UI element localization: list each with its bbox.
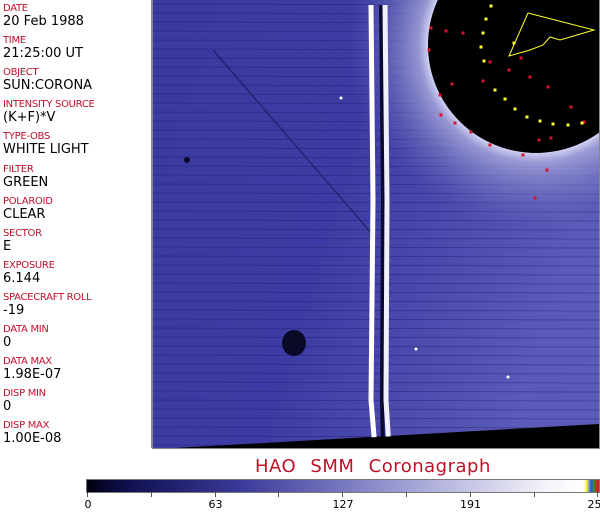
field-label: TYPE-OBS [3, 131, 50, 143]
overlay-marker-yellow [525, 115, 529, 119]
field-label: POLAROID [3, 195, 53, 207]
colorbar-tick [533, 492, 535, 497]
overlay-marker-yellow [482, 59, 486, 63]
overlay-marker-yellow [479, 45, 483, 49]
overlay-marker-red [519, 56, 523, 60]
field-label: DATA MIN [3, 324, 49, 335]
overlay-marker-yellow [493, 88, 497, 92]
field-value: SUN:CORONA [3, 78, 93, 94]
overlay-marker-red [444, 29, 448, 33]
overlay-marker-red [429, 26, 433, 30]
field-value: 6.144 [3, 270, 41, 286]
field-label: DISP MIN [3, 388, 46, 400]
field-label: DISP MAX [3, 420, 50, 432]
overlay-marker-red [533, 196, 537, 200]
colorbar-tick [278, 492, 280, 497]
field-value: CLEAR [3, 206, 46, 222]
overlay-marker-red [528, 75, 532, 79]
overlay-marker-yellow [489, 4, 493, 8]
field-value: -19 [3, 302, 25, 318]
overlay-marker-red [427, 48, 431, 52]
overlay-marker-red [439, 113, 443, 117]
overlay-marker-red [546, 85, 550, 89]
coronagraph-image [152, 0, 600, 449]
overlay-marker-yellow [551, 122, 555, 126]
overlay-marker-yellow [513, 107, 517, 111]
header-info-panel: DATE 20 Feb 1988 TIME 21:25:00 UT OBJECT S… [0, 0, 152, 448]
overlay-marker-red [469, 130, 473, 134]
colorbar-tick-label: 0 [84, 498, 92, 511]
field-value: 20 Feb 1988 [3, 14, 84, 29]
overlay-marker-red [453, 121, 457, 125]
field-label: OBJECT [3, 67, 39, 79]
overlay-marker-red [537, 138, 541, 142]
field-value: GREEN [3, 174, 49, 190]
overlay-marker-yellow [512, 41, 516, 45]
overlay-marker-red [549, 136, 553, 140]
field-label: DATA MAX [3, 356, 52, 368]
overlay-marker-red [461, 31, 465, 35]
colorbar-tick [469, 492, 471, 497]
overlay-marker-red [507, 68, 511, 72]
field-value: WHITE LIGHT [3, 142, 89, 158]
overlay-marker-red [481, 79, 485, 83]
overlay-marker-red [488, 60, 492, 64]
field-label: EXPOSURE [3, 259, 55, 271]
field-value: 1.00E-08 [3, 431, 62, 447]
overlay-marker-yellow [484, 17, 488, 21]
field-value: (K+F)*V [3, 110, 56, 126]
field-value: 1.98E-07 [3, 367, 62, 383]
overlay-marker-red [438, 93, 442, 97]
colorbar-tick-label: 63 [208, 498, 223, 511]
field-label: FILTER [3, 163, 34, 175]
overlay-marker-yellow [538, 119, 542, 123]
field-value: 0 [3, 399, 12, 415]
plot-title: HAO SMM Coronagraph [255, 456, 491, 477]
colorbar-tick [87, 492, 88, 497]
colorbar-tick-label: 191 [460, 498, 481, 511]
colorbar-tick [150, 492, 152, 497]
field-label: SECTOR [3, 227, 42, 239]
colorbar-tick [214, 492, 216, 497]
colorbar-tick [597, 492, 599, 497]
colorbar [86, 479, 600, 493]
overlay-outline [508, 12, 596, 57]
field-value: E [3, 238, 12, 254]
overlay-marker-red [582, 120, 586, 124]
overlay-marker-yellow [566, 123, 570, 127]
overlay-marker-red [545, 168, 549, 172]
colorbar-tick-label: 255 [587, 498, 600, 511]
overlay-marker-yellow [481, 31, 485, 35]
field-value: 0 [3, 335, 12, 350]
colorbar-tick [342, 492, 344, 497]
overlay-marker-red [488, 143, 492, 147]
field-label: INTENSITY SOURCE [3, 99, 95, 111]
occulter-disk [428, 0, 599, 153]
overlay-marker-red [450, 82, 454, 86]
dust-spot [282, 330, 306, 356]
overlay-marker-red [521, 153, 525, 157]
overlay-marker-yellow [503, 97, 507, 101]
field-label: DATE [3, 3, 28, 14]
field-value: 21:25:00 UT [3, 46, 83, 62]
overlay-marker-yellow [580, 121, 584, 125]
field-label: TIME [3, 35, 26, 47]
overlay-marker-red [569, 105, 573, 109]
colorbar-tick [406, 492, 407, 497]
field-label: SPACECRAFT ROLL [3, 291, 92, 303]
colorbar-tick-label: 127 [332, 498, 354, 511]
